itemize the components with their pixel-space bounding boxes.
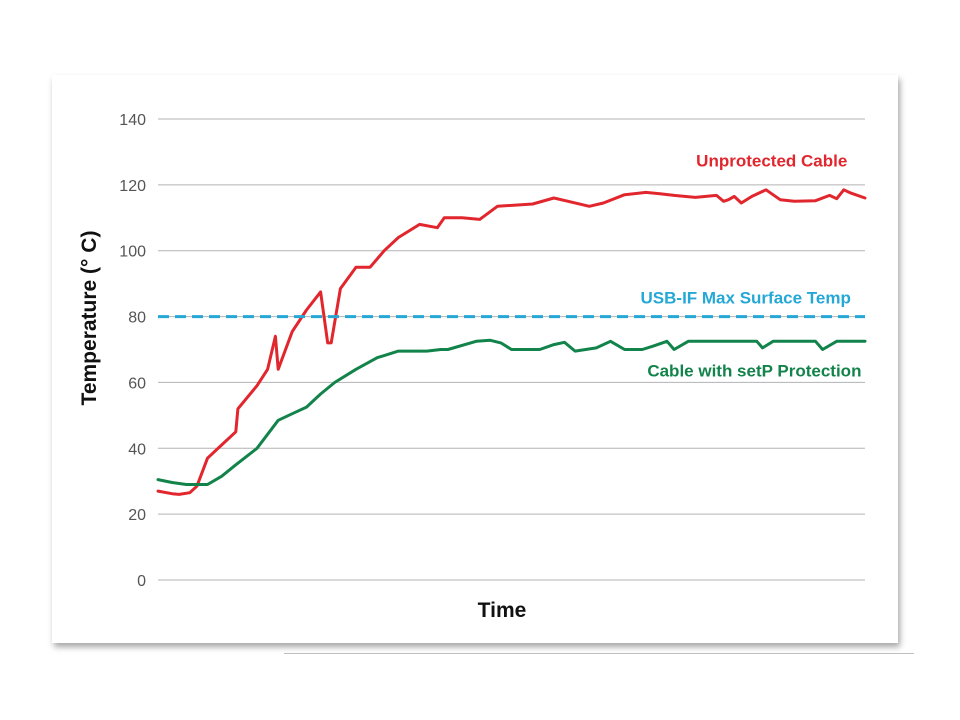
series-label-cable-with-setp-protection: Cable with setP Protection	[647, 362, 861, 381]
bottom-rule	[284, 653, 914, 654]
x-axis-title: Time	[478, 599, 527, 622]
y-tick-label: 100	[119, 244, 146, 261]
y-tick-label: 20	[128, 507, 146, 524]
y-tick-label: 0	[137, 573, 146, 590]
y-tick-label: 60	[128, 375, 146, 392]
series-label-unprotected-cable: Unprotected Cable	[696, 152, 847, 171]
series-lines	[156, 188, 867, 496]
series-label-usb-if-max-surface-temp: USB-IF Max Surface Temp	[641, 288, 851, 307]
y-tick-label: 80	[128, 310, 146, 327]
chart-panel	[52, 75, 898, 643]
series-line-unprotected-cable	[156, 188, 867, 496]
series-line-cable-with-setp-protection	[156, 338, 867, 486]
series-labels: Unprotected Cable USB-IF Max Surface Temp…	[641, 152, 862, 381]
grid	[158, 118, 865, 581]
y-tick-label: 140	[119, 112, 146, 129]
y-tick-label: 120	[119, 178, 146, 195]
y-tick-label: 40	[128, 441, 146, 458]
y-tick-labels: 0 20 40 60 80 100 120 140	[119, 112, 146, 590]
y-axis-title: Temperature (° C)	[78, 231, 101, 406]
